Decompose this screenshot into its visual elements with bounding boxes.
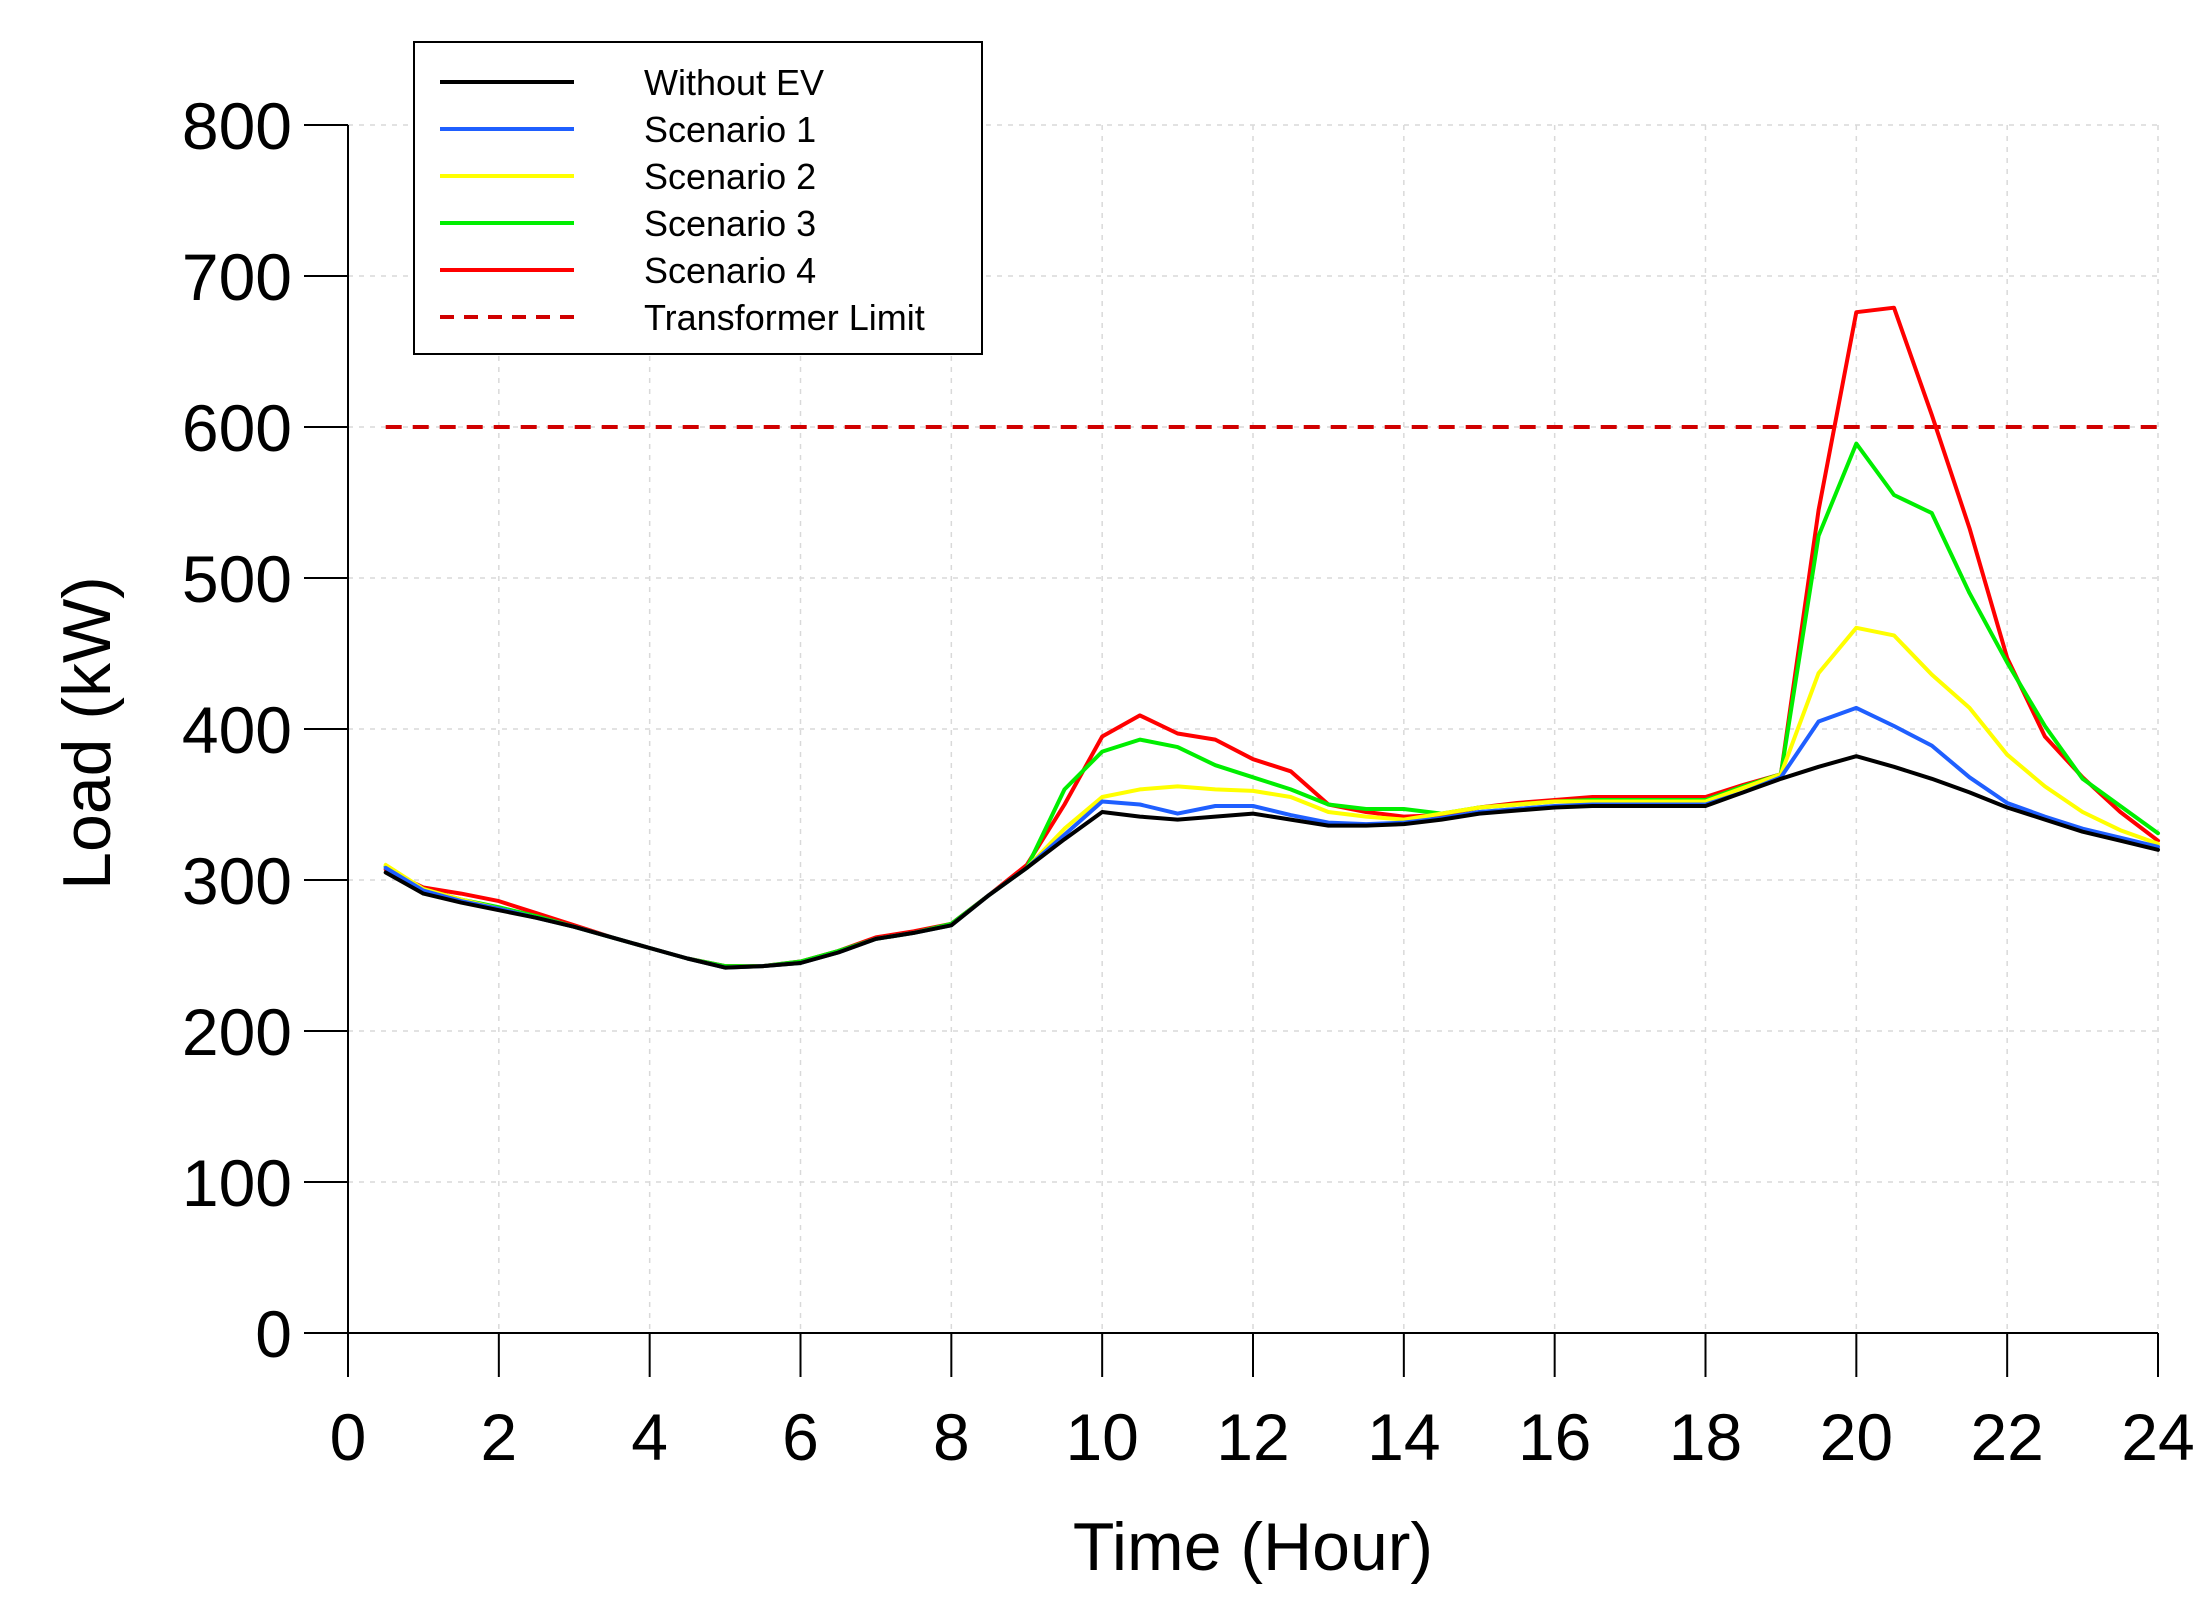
y-tick-label: 200 — [182, 995, 292, 1069]
x-tick-label: 2 — [480, 1400, 517, 1474]
x-tick-label: 20 — [1820, 1400, 1893, 1474]
x-tick-label: 18 — [1669, 1400, 1742, 1474]
y-tick-label: 500 — [182, 542, 292, 616]
x-tick-label: 22 — [1970, 1400, 2043, 1474]
legend-label-scenario-2: Scenario 2 — [644, 156, 816, 197]
legend: Without EV Scenario 1 Scenario 2 Scenario 3… — [413, 41, 983, 355]
x-tick-label: 8 — [933, 1400, 970, 1474]
series-line-scenario-3 — [383, 441, 2160, 969]
x-tick-label: 0 — [330, 1400, 367, 1474]
series-line-scenario-2 — [383, 625, 2160, 970]
legend-label-scenario-1: Scenario 1 — [644, 109, 816, 150]
y-tick-label: 600 — [182, 391, 292, 465]
legend-label-scenario-4: Scenario 4 — [644, 250, 816, 291]
axis-ticks: 0 2 4 6 8 10 12 14 16 18 20 22 240100200300400500600… — [182, 89, 2195, 1474]
legend-label-scenario-3: Scenario 3 — [644, 203, 816, 244]
y-tick-label: 100 — [182, 1146, 292, 1220]
y-tick-label: 700 — [182, 240, 292, 314]
x-tick-label: 16 — [1518, 1400, 1591, 1474]
x-tick-label: 24 — [2121, 1400, 2194, 1474]
plot-series — [383, 305, 2160, 970]
legend-label-without-ev: Without EV — [644, 62, 824, 103]
y-tick-label: 0 — [255, 1297, 292, 1371]
x-axis-title: Time (Hour) — [1073, 1509, 1433, 1585]
x-tick-label: 12 — [1216, 1400, 1289, 1474]
y-tick-label: 400 — [182, 693, 292, 767]
legend-items: Without EV Scenario 1 Scenario 2 Scenario 3… — [440, 62, 925, 338]
x-tick-label: 10 — [1065, 1400, 1138, 1474]
x-tick-label: 14 — [1367, 1400, 1440, 1474]
y-tick-label: 300 — [182, 844, 292, 918]
series-line-without-ev — [383, 754, 2160, 970]
y-axis-title: Load (kW) — [49, 576, 125, 890]
y-tick-label: 800 — [182, 89, 292, 163]
legend-box — [413, 41, 983, 355]
legend-label-transformer-limit: Transformer Limit — [644, 297, 925, 338]
x-tick-label: 4 — [631, 1400, 668, 1474]
x-tick-label: 6 — [782, 1400, 819, 1474]
series-line-scenario-1 — [383, 705, 2160, 970]
